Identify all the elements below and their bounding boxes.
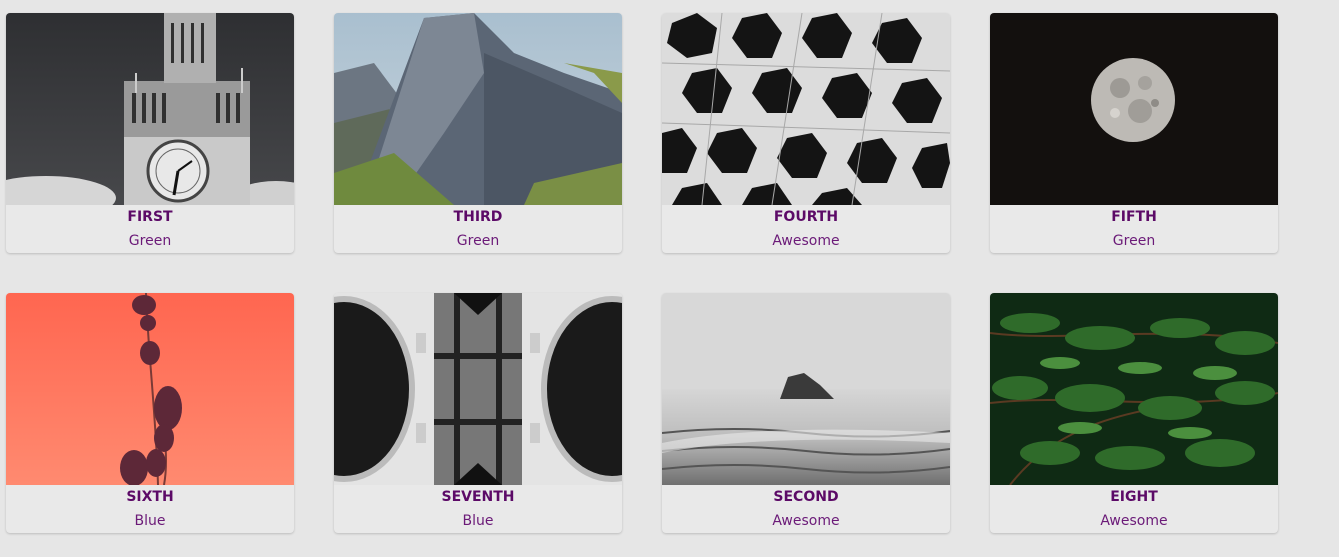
card-title: SECOND (773, 489, 839, 505)
card-subtitle: Awesome (772, 513, 840, 529)
card-title: SIXTH (126, 489, 174, 505)
card-subtitle: Awesome (1100, 513, 1168, 529)
card-title: THIRD (453, 209, 503, 225)
card-subtitle: Blue (462, 513, 494, 529)
card-subtitle: Green (1112, 233, 1156, 249)
lavender-image (6, 293, 294, 485)
card-sixth[interactable]: SIXTH Blue (6, 293, 294, 533)
card-subtitle: Blue (134, 513, 166, 529)
moon-image (990, 13, 1278, 205)
card-subtitle: Green (456, 233, 500, 249)
card-third[interactable]: THIRD Green (334, 13, 622, 253)
card-grid: FIRST Green THIRD Green (6, 13, 1286, 533)
card-first[interactable]: FIRST Green (6, 13, 294, 253)
card-second[interactable]: SECOND Awesome (662, 293, 950, 533)
card-title: FIRST (127, 209, 173, 225)
card-seventh[interactable]: SEVENTH Blue (334, 293, 622, 533)
ceiling-architecture-image (334, 293, 622, 485)
mountain-image (334, 13, 622, 205)
fern-leaves-image (990, 293, 1278, 485)
card-title: FOURTH (773, 209, 839, 225)
card-subtitle: Green (128, 233, 172, 249)
clock-tower-image (6, 13, 294, 205)
card-fourth[interactable]: FOURTH Awesome (662, 13, 950, 253)
card-eight[interactable]: EIGHT Awesome (990, 293, 1278, 533)
card-title: EIGHT (1110, 489, 1158, 505)
card-title: FIFTH (1111, 209, 1157, 225)
card-subtitle: Awesome (772, 233, 840, 249)
card-title: SEVENTH (441, 489, 515, 505)
card-fifth[interactable]: FIFTH Green (990, 13, 1278, 253)
sea-rock-image (662, 293, 950, 485)
hexagon-architecture-image (662, 13, 950, 205)
